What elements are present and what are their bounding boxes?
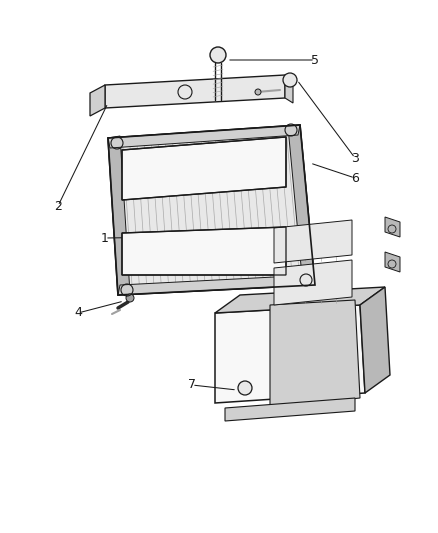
Polygon shape: [215, 305, 365, 403]
Text: 1: 1: [101, 231, 109, 245]
Text: 2: 2: [54, 199, 62, 213]
Text: 6: 6: [351, 172, 359, 184]
Text: 3: 3: [351, 151, 359, 165]
Polygon shape: [108, 136, 130, 295]
Text: 7: 7: [188, 378, 196, 392]
Polygon shape: [215, 287, 385, 313]
Polygon shape: [122, 137, 286, 200]
Polygon shape: [225, 398, 355, 421]
Text: 4: 4: [74, 306, 82, 319]
Polygon shape: [360, 287, 390, 393]
Circle shape: [210, 47, 226, 63]
Polygon shape: [118, 275, 315, 295]
Polygon shape: [385, 217, 400, 237]
Polygon shape: [122, 227, 286, 275]
Polygon shape: [108, 125, 315, 295]
Circle shape: [255, 89, 261, 95]
Polygon shape: [288, 125, 315, 287]
Text: 5: 5: [311, 53, 319, 67]
Circle shape: [238, 381, 252, 395]
Polygon shape: [274, 260, 352, 305]
Polygon shape: [274, 220, 352, 263]
Polygon shape: [285, 75, 293, 103]
Polygon shape: [108, 125, 300, 148]
Circle shape: [126, 294, 134, 302]
Polygon shape: [385, 252, 400, 272]
Circle shape: [283, 73, 297, 87]
Polygon shape: [105, 75, 285, 108]
Polygon shape: [90, 85, 105, 116]
Polygon shape: [270, 300, 360, 408]
